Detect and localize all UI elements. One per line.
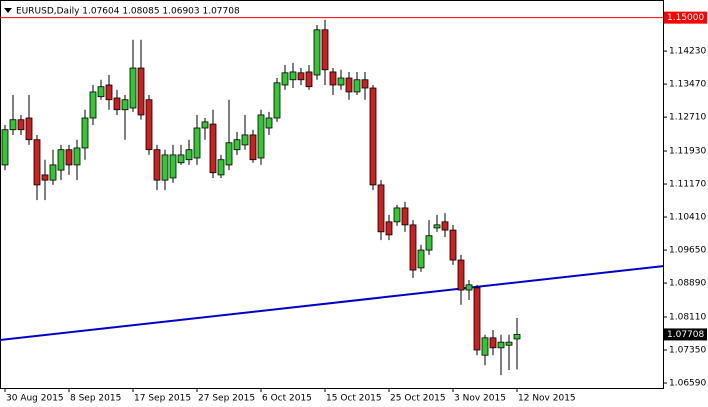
candle-body	[137, 67, 145, 116]
x-tick-label: 12 Nov 2015	[518, 394, 576, 404]
candle-body	[297, 72, 305, 81]
y-tick-label: 1.08110	[669, 312, 706, 322]
candle-body	[225, 142, 233, 166]
level-label-bg	[664, 11, 707, 24]
candle-body	[281, 72, 289, 86]
trendline	[0, 265, 664, 341]
last-price-label: 1.07708	[667, 330, 704, 340]
candle-body	[89, 91, 97, 119]
candle-body	[201, 121, 209, 129]
candle-body	[177, 154, 185, 164]
candle-body	[385, 221, 393, 236]
candle-body	[473, 287, 481, 351]
x-tick-label: 8 Sep 2015	[70, 394, 121, 404]
candle-body	[129, 67, 137, 109]
candle-body	[449, 229, 457, 261]
x-tick-label: 30 Aug 2015	[6, 394, 64, 404]
candle-body	[505, 341, 513, 346]
candle-body	[233, 139, 241, 151]
candle-body	[57, 149, 65, 171]
candle-body	[425, 235, 433, 251]
candle-body	[185, 149, 193, 161]
candle-body	[305, 71, 313, 88]
plot-frame	[0, 0, 664, 389]
last-price-bg	[664, 328, 707, 341]
candle-body	[393, 207, 401, 223]
candle-body	[433, 224, 441, 229]
candle-body	[249, 134, 257, 161]
candle-body	[257, 114, 265, 159]
y-tick-label: 1.14230	[669, 47, 706, 57]
y-tick-label: 1.06590	[669, 379, 706, 389]
dropdown-icon[interactable]	[4, 8, 12, 13]
candle-body	[17, 119, 25, 131]
candle-body	[313, 29, 321, 76]
candle-body	[353, 79, 361, 93]
candle-body	[481, 337, 489, 356]
candle-body	[65, 149, 73, 166]
candle-body	[265, 117, 273, 129]
candle-body	[489, 337, 497, 349]
candle-body	[121, 99, 129, 111]
level-label: 1.15000	[667, 13, 704, 23]
candle-body	[209, 123, 217, 174]
candle-body	[217, 159, 225, 176]
candle-body	[401, 207, 409, 226]
candle-body	[1, 129, 9, 166]
x-tick-label: 15 Oct 2015	[326, 394, 382, 404]
candle-body	[161, 154, 169, 181]
x-tick-label: 25 Oct 2015	[390, 394, 446, 404]
candle-body	[25, 117, 33, 141]
candle-body	[193, 127, 201, 159]
candle-body	[273, 82, 281, 119]
candle-body	[329, 71, 337, 86]
candle-body	[113, 97, 121, 111]
chart-title: EURUSD,Daily 1.07604 1.08085 1.06903 1.0…	[16, 7, 240, 17]
candle-body	[321, 29, 329, 71]
y-tick-label: 1.11930	[669, 147, 706, 157]
x-tick-label: 6 Oct 2015	[262, 394, 312, 404]
x-tick-label: 27 Sep 2015	[198, 394, 255, 404]
candle-body	[49, 164, 57, 181]
candle-body	[345, 77, 353, 93]
y-tick-label: 1.10410	[669, 213, 706, 223]
candle-body	[377, 184, 385, 233]
candle-body	[81, 117, 89, 149]
y-tick-label: 1.08890	[669, 279, 706, 289]
candle-body	[497, 341, 505, 349]
candle-body	[9, 119, 17, 131]
candle-body	[97, 86, 105, 98]
candle-body	[417, 249, 425, 269]
candle-body	[465, 284, 473, 291]
candle-body	[369, 87, 377, 186]
candle-body	[441, 221, 449, 231]
y-tick-label: 1.12710	[669, 113, 706, 123]
x-tick-label: 17 Sep 2015	[134, 394, 191, 404]
candle-body	[513, 334, 521, 340]
candle-body	[73, 147, 81, 166]
candle-body	[105, 84, 113, 101]
x-tick-label: 3 Nov 2015	[454, 394, 506, 404]
candle-body	[33, 139, 41, 186]
y-tick-label: 1.09650	[669, 246, 706, 256]
candle-body	[153, 149, 161, 181]
candle-body	[337, 77, 345, 86]
candle-body	[361, 79, 369, 89]
candle-body	[289, 71, 297, 81]
y-tick-label: 1.13470	[669, 80, 706, 90]
candle-body	[409, 224, 417, 271]
candle-body	[169, 154, 177, 179]
y-tick-label: 1.11170	[669, 180, 706, 190]
candle-body	[41, 174, 49, 181]
y-tick-label: 1.07350	[669, 345, 706, 355]
candle-body	[145, 99, 153, 151]
candle-body	[457, 259, 465, 291]
candle-body	[241, 134, 249, 146]
